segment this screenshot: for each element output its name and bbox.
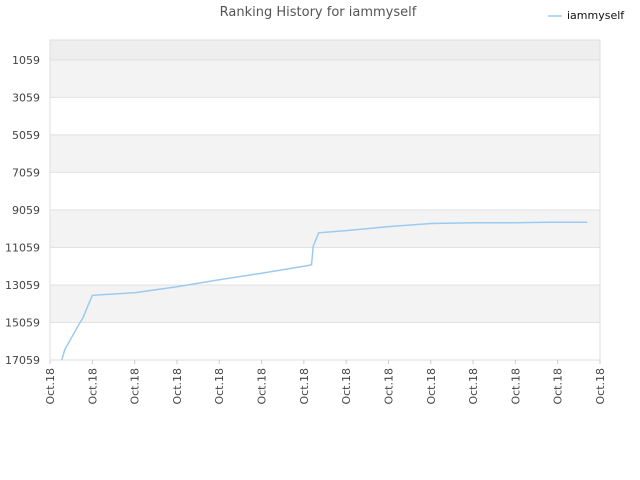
plot-band bbox=[50, 322, 600, 360]
legend: iammyself bbox=[548, 9, 625, 22]
series-line-iammyself bbox=[61, 221, 588, 361]
x-tick-label: Oct.18 bbox=[44, 368, 57, 405]
x-tick-label: Oct.18 bbox=[552, 368, 565, 405]
x-tick-label: Oct.18 bbox=[171, 368, 184, 405]
plot-band-top bbox=[50, 40, 600, 60]
x-tick-label: Oct.18 bbox=[382, 368, 395, 405]
y-tick-label: 13059 bbox=[5, 279, 40, 292]
y-tick-label: 17059 bbox=[5, 354, 40, 367]
x-tick-label: Oct.18 bbox=[467, 368, 480, 405]
y-tick-label: 5059 bbox=[12, 129, 40, 142]
y-tick-label: 1059 bbox=[12, 54, 40, 67]
plot-band bbox=[50, 134, 600, 173]
plot-band bbox=[50, 247, 600, 285]
plot-band bbox=[50, 59, 600, 98]
x-tick-label: Oct.18 bbox=[594, 368, 607, 405]
plot-band bbox=[50, 97, 600, 135]
plot-band bbox=[50, 172, 600, 210]
x-tick-label: Oct.18 bbox=[425, 368, 438, 405]
y-axis: 1059 3059 5059 7059 9059 11059 13059 15059 17059 bbox=[5, 54, 40, 367]
plot-bands bbox=[50, 40, 600, 360]
x-tick-label: Oct.18 bbox=[129, 368, 142, 405]
y-tick-label: 3059 bbox=[12, 91, 40, 104]
y-tick-label: 7059 bbox=[12, 166, 40, 179]
plot-band bbox=[50, 209, 600, 248]
x-tick-label: Oct.18 bbox=[256, 368, 269, 405]
x-tick-label: Oct.18 bbox=[340, 368, 353, 405]
x-axis: Oct.18 Oct.18 Oct.18 Oct.18 Oct.18 Oct.18 Oct.… bbox=[44, 360, 607, 405]
chart-title: Ranking History for iammyself bbox=[220, 5, 417, 20]
plot-band bbox=[50, 284, 600, 323]
x-tick-label: Oct.18 bbox=[86, 368, 99, 405]
x-tick-label: Oct.18 bbox=[298, 368, 311, 405]
x-tick-label: Oct.18 bbox=[509, 368, 522, 405]
legend-label-iammyself: iammyself bbox=[567, 9, 625, 22]
y-tick-label: 15059 bbox=[5, 316, 40, 329]
y-tick-label: 9059 bbox=[12, 204, 40, 217]
x-tick-label: Oct.18 bbox=[213, 368, 226, 405]
y-tick-label: 11059 bbox=[5, 241, 40, 254]
plot-frame bbox=[49, 39, 601, 361]
series-group bbox=[61, 221, 588, 361]
